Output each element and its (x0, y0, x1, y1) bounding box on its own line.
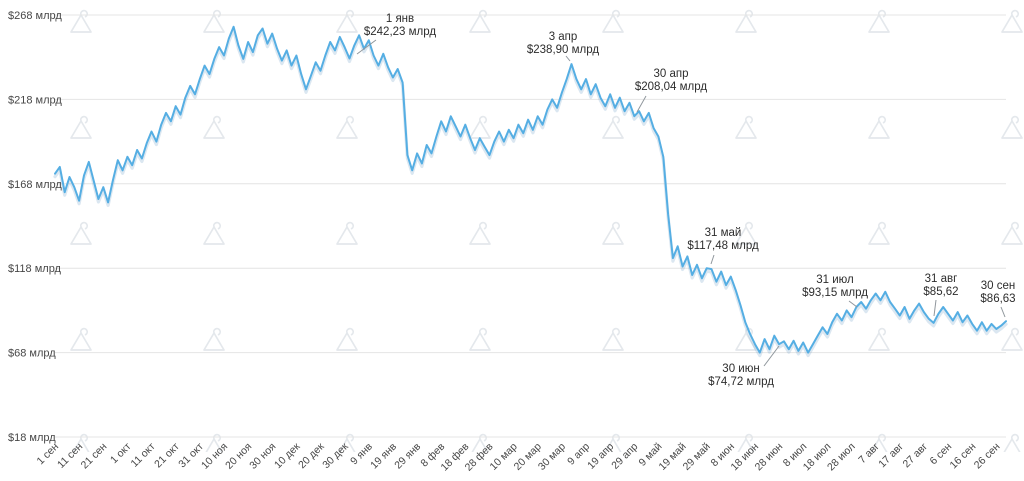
annotation-connector (848, 300, 858, 308)
annotation-date: 30 апр (653, 68, 688, 80)
y-tick-label: $168 млрд (8, 179, 62, 191)
annotation-date: 30 июн (722, 363, 759, 375)
brand-watermark-tiles (0, 0, 1024, 452)
annotation-date: 1 янв (386, 13, 414, 25)
annotation-connector (710, 254, 715, 265)
y-tick-label: $268 млрд (8, 10, 62, 22)
annotation-date: 3 апр (549, 31, 578, 43)
annotation-value: $242,23 млрд (364, 26, 437, 38)
annotation-connector (356, 39, 377, 55)
y-tick-label: $18 млрд (8, 432, 56, 444)
y-tick-label: $68 млрд (8, 348, 56, 360)
annotation-value: $117,48 млрд (687, 240, 759, 252)
annotation-date: 31 авг (925, 273, 958, 285)
annotation-connector (763, 345, 780, 367)
annotation-value: $238,90 млрд (527, 44, 600, 56)
annotation-date: 31 июл (816, 274, 854, 286)
annotation-date: 31 май (705, 227, 742, 239)
annotation-value: $74,72 млрд (708, 376, 774, 388)
annotation-value: $93,15 млрд (802, 287, 868, 299)
y-tick-label: $118 млрд (8, 263, 62, 275)
annotation-value: $85,62 (923, 286, 958, 298)
annotation-value: $208,04 млрд (635, 81, 708, 93)
annotation-connector (1000, 306, 1006, 318)
annotation-connector (565, 55, 571, 62)
series-line (54, 25, 1007, 354)
annotation-connector (933, 299, 937, 317)
annotation-date: 30 сен (981, 280, 1015, 292)
annotation-connector (636, 95, 647, 113)
y-tick-label: $218 млрд (8, 94, 62, 106)
annotation-value: $86,63 (980, 293, 1015, 305)
